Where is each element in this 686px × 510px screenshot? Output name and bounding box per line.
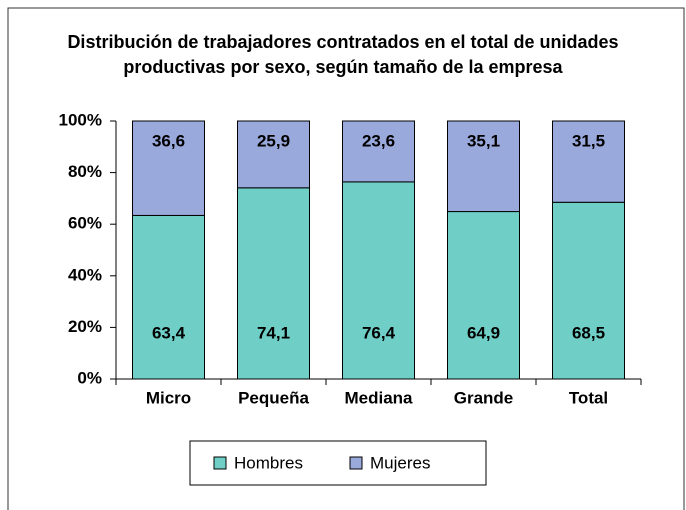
bar-segment xyxy=(447,120,520,213)
data-label: 35,1 xyxy=(467,131,500,150)
bar-segment xyxy=(132,214,205,380)
legend-box xyxy=(189,440,487,486)
x-tick-label: Total xyxy=(569,388,608,407)
data-label: 76,4 xyxy=(362,323,396,342)
x-tick-label: Mediana xyxy=(344,388,413,407)
data-label: 68,5 xyxy=(572,323,605,342)
data-label: 74,1 xyxy=(257,323,290,342)
y-tick-label: 0% xyxy=(77,368,102,387)
y-tick-label: 100% xyxy=(59,110,102,129)
x-tick-label: Pequeña xyxy=(238,388,309,407)
data-label: 31,5 xyxy=(572,131,605,150)
bar-segment xyxy=(552,120,625,203)
bar-segment xyxy=(342,181,415,380)
x-tick-label: Micro xyxy=(146,388,191,407)
legend-swatch xyxy=(213,456,227,470)
bar-segment xyxy=(237,187,310,380)
legend-swatch xyxy=(349,456,363,470)
bar-segment xyxy=(552,201,625,380)
legend-label: Hombres xyxy=(234,453,303,472)
data-label: 63,4 xyxy=(152,323,186,342)
data-label: 25,9 xyxy=(257,131,290,150)
chart-title: Distribución de trabajadores contratados… xyxy=(67,32,619,77)
data-label: 23,6 xyxy=(362,131,395,150)
frame xyxy=(7,7,685,510)
bar-segment xyxy=(447,211,520,380)
bar-segment xyxy=(237,120,310,189)
data-label: 64,9 xyxy=(467,323,500,342)
bar-segment xyxy=(132,120,205,216)
legend-label: Mujeres xyxy=(370,453,430,472)
bar-segment xyxy=(342,120,415,183)
y-tick-label: 20% xyxy=(68,317,102,336)
y-tick-label: 80% xyxy=(68,162,102,181)
y-tick-label: 60% xyxy=(68,214,102,233)
y-tick-label: 40% xyxy=(68,265,102,284)
x-tick-label: Grande xyxy=(454,388,514,407)
data-label: 36,6 xyxy=(152,131,185,150)
